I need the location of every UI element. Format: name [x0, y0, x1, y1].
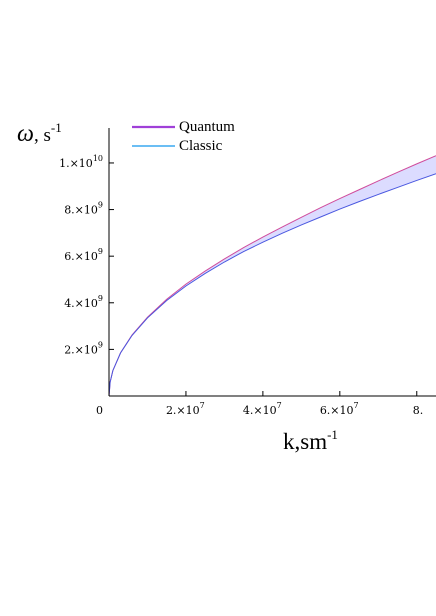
- y-tick-label: 8.×109: [64, 201, 103, 217]
- series-line-classic: [108, 173, 436, 397]
- y-axis-symbol: ω: [17, 121, 34, 147]
- origin-label: 0: [96, 404, 103, 417]
- x-axis-exp: -1: [327, 427, 338, 442]
- y-axis-unit: , s: [34, 125, 51, 146]
- x-axis-title: k,sm-1: [283, 427, 338, 454]
- legend-label-classic: Classic: [179, 138, 223, 154]
- y-axis-unit-exp: -1: [51, 120, 62, 135]
- x-tick-label: 4.×107: [243, 401, 282, 417]
- y-tick-label: 2.×109: [64, 340, 103, 356]
- legend-label-quantum: Quantum: [179, 119, 235, 135]
- legend: Quantum Classic: [132, 119, 235, 154]
- x-tick-label: 2.×107: [166, 401, 205, 417]
- difference-band: [109, 155, 436, 396]
- x-tick-label: 8.: [413, 404, 424, 417]
- x-axis-text: k,sm: [283, 429, 327, 454]
- y-tick-label: 6.×109: [64, 247, 103, 263]
- y-tick-label: 4.×109: [64, 294, 103, 310]
- x-tick-label: 6.×107: [320, 401, 359, 417]
- y-axis-title: ω, s-1: [17, 120, 62, 147]
- y-tick-label: 1.×1010: [59, 154, 103, 170]
